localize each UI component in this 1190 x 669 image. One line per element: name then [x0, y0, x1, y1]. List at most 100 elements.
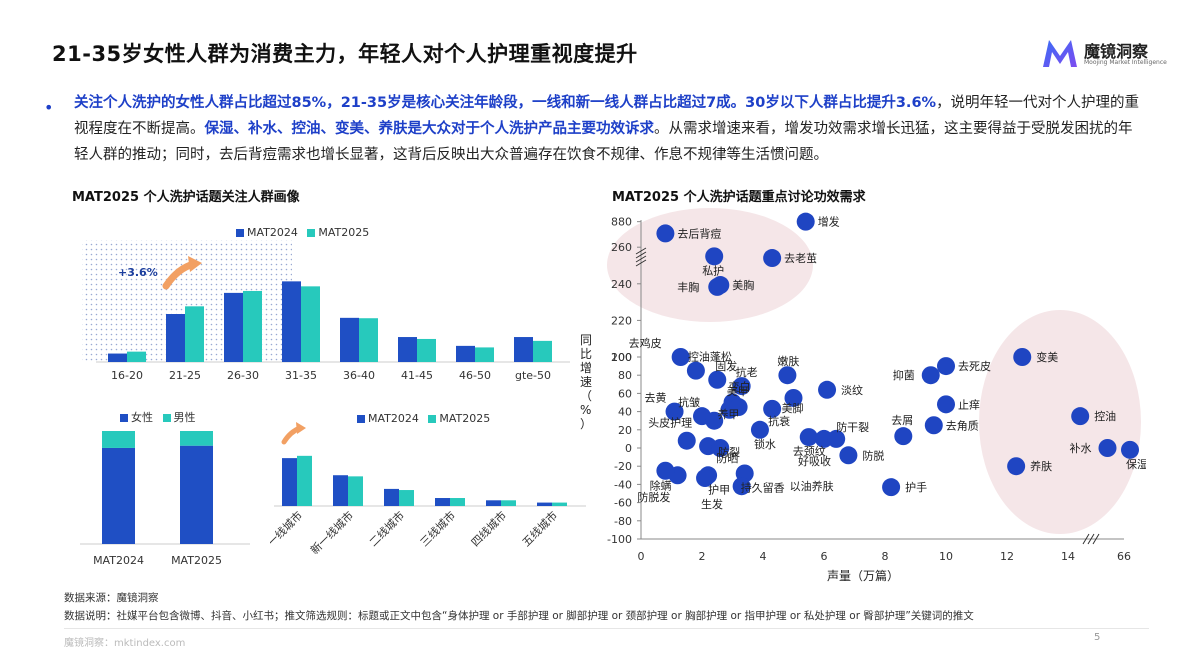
point-嫩肤 — [778, 366, 797, 385]
y-tick-label: 0 — [625, 442, 632, 455]
point-label: 变白 — [729, 380, 751, 394]
logo-name: 魔镜洞察 — [1084, 42, 1149, 61]
point-label: 淡纹 — [841, 383, 863, 397]
x-tick-label: 21-25 — [169, 369, 201, 382]
point-label: 去死皮 — [958, 360, 991, 373]
point-label: 防晒 — [716, 451, 738, 465]
point-生发 — [696, 469, 715, 488]
bar-MAT2025-二线城市 — [399, 490, 414, 506]
summary-paragraph: 关注个人洗护的女性人群占比超过85%，21-35岁是核心关注年龄段，一线和新一线… — [74, 90, 1144, 168]
bar-MAT2025-新一线城市 — [348, 476, 363, 506]
legend-label: MAT2024 — [247, 226, 298, 239]
x-tick-label: 66 — [1117, 550, 1131, 563]
x-tick-label: 0 — [638, 550, 645, 563]
bar-MAT2025-四线城市 — [501, 500, 516, 506]
y-tick-label: 240 — [611, 278, 632, 291]
y-axis-title-char: 速 — [580, 375, 592, 389]
point-label: 防脱发 — [637, 490, 670, 504]
point-label: 除螨 — [650, 478, 672, 492]
point-去屑 — [894, 427, 913, 446]
point-去颈纹 — [799, 428, 818, 447]
legend-label: MAT2024 — [368, 412, 419, 425]
point-label: 护手 — [905, 480, 927, 494]
x-tick-label: 二线城市 — [366, 508, 407, 549]
data-note: 数据说明：社媒平台包含微博、抖音、小红书；推文筛选规则：标题或正文中包含“身体护… — [64, 610, 974, 622]
point-去死皮 — [937, 357, 955, 376]
city-chart-legend: MAT2024 MAT2025 — [357, 412, 490, 425]
point-label: 美脚 — [782, 401, 804, 415]
y-tick-label: 220 — [611, 314, 632, 327]
point-抗老 — [732, 377, 751, 396]
point-补水 — [1098, 439, 1117, 457]
bar-MAT2025-gte-50 — [533, 340, 552, 362]
point-防干裂 — [827, 429, 846, 448]
y-tick-label: 20 — [618, 424, 632, 437]
point-label: 养甲 — [717, 407, 739, 421]
point-控油蓬松 — [686, 361, 705, 380]
left-section-title: MAT2025 个人洗护话题关注人群画像 — [72, 190, 300, 205]
age-bar-chart: +3.6% 16-20 21-25 26-30 31-35 36-40 41-45 46-5… — [82, 240, 570, 382]
point-label: 丰胸 — [677, 280, 699, 294]
point-去鸡皮 — [671, 348, 690, 366]
growth-annotation: +3.6% — [118, 266, 158, 279]
x-tick-label: 三线城市 — [417, 508, 458, 549]
page-title: 21-35岁女性人群为消费主力，年轻人对个人护理重视度提升 — [52, 42, 638, 66]
point-去后背痘 — [656, 224, 675, 243]
point-label: 保湿 — [1126, 457, 1146, 471]
legend-label: 男性 — [173, 411, 196, 424]
city-bar-chart: 一线城市 新一线城市 二线城市 三线城市 四线城市 五线城市 — [270, 422, 586, 557]
bar-MAT2025-31-35 — [301, 286, 320, 362]
x-tick-label: 14 — [1061, 550, 1075, 563]
bar-MAT2024-二线城市 — [384, 488, 399, 506]
point-label: 去黄 — [645, 391, 667, 405]
point-头皮护理2 — [677, 431, 696, 450]
point-保湿 — [1121, 440, 1139, 459]
point-label: 防脱 — [862, 448, 884, 462]
point-淡纹 — [818, 380, 837, 399]
point-美脚 — [784, 388, 803, 407]
summary-highlight-2: 保湿、补水、控油、变美、养肤是大众对于个人洗护产品主要功效诉求 — [204, 121, 655, 137]
y-tick-label: 260 — [611, 241, 632, 254]
x-tick-label: 新一线城市 — [307, 508, 356, 557]
y-axis-title-char: 同 — [580, 333, 592, 347]
point-养肤 — [1007, 457, 1026, 476]
point-label: 变美 — [1036, 350, 1058, 364]
x-tick-label: 2 — [699, 550, 706, 563]
point-锁水 — [750, 420, 769, 439]
y-tick-label: 60 — [618, 387, 632, 400]
point-label: 持久留香 — [741, 480, 785, 494]
point-防脱 — [839, 446, 858, 465]
x-tick-label: gte-50 — [515, 369, 551, 382]
bar-MAT2024-四线城市 — [486, 500, 501, 506]
point-美甲 — [729, 398, 748, 417]
legend-swatch-2025 — [307, 229, 316, 237]
y-axis-title-char: （ — [580, 389, 592, 403]
y-axis-title-char: 比 — [580, 347, 592, 361]
y-tick-label: -80 — [614, 515, 632, 528]
point-增发 — [796, 212, 815, 231]
x-tick-label: 41-45 — [401, 369, 433, 382]
legend-label: MAT2025 — [439, 412, 491, 425]
legend-swatch-female — [120, 414, 128, 422]
bar-MAT2025-16-20 — [127, 351, 146, 362]
bar-MAT2025-46-50 — [475, 347, 494, 362]
point-去角质 — [924, 416, 943, 435]
bar-MAT2024-16-20 — [108, 353, 127, 362]
legend-swatch-2025 — [428, 415, 437, 423]
bar-男性-MAT2025 — [180, 431, 213, 446]
point-label: 防干裂 — [836, 420, 869, 434]
summary-highlight-1: 关注个人洗护的女性人群占比超过85%，21-35岁是核心关注年龄段，一线和新一线… — [74, 95, 937, 111]
bar-MAT2025-21-25 — [185, 306, 204, 362]
trend-arrowhead-icon — [296, 422, 306, 434]
x-tick-label: 8 — [882, 550, 889, 563]
y-tick-label: -60 — [614, 497, 632, 510]
footer-divider — [64, 628, 1149, 629]
x-tick-label: 四线城市 — [468, 508, 509, 549]
point-抑菌 — [921, 366, 940, 385]
bar-MAT2025-36-40 — [359, 318, 378, 362]
point-头皮护理 — [705, 411, 724, 430]
point-label: 去角质 — [946, 419, 979, 432]
point-label: 美甲 — [727, 385, 749, 398]
point-label: 去鸡皮 — [629, 336, 662, 350]
point-label: 生发 — [701, 497, 723, 511]
